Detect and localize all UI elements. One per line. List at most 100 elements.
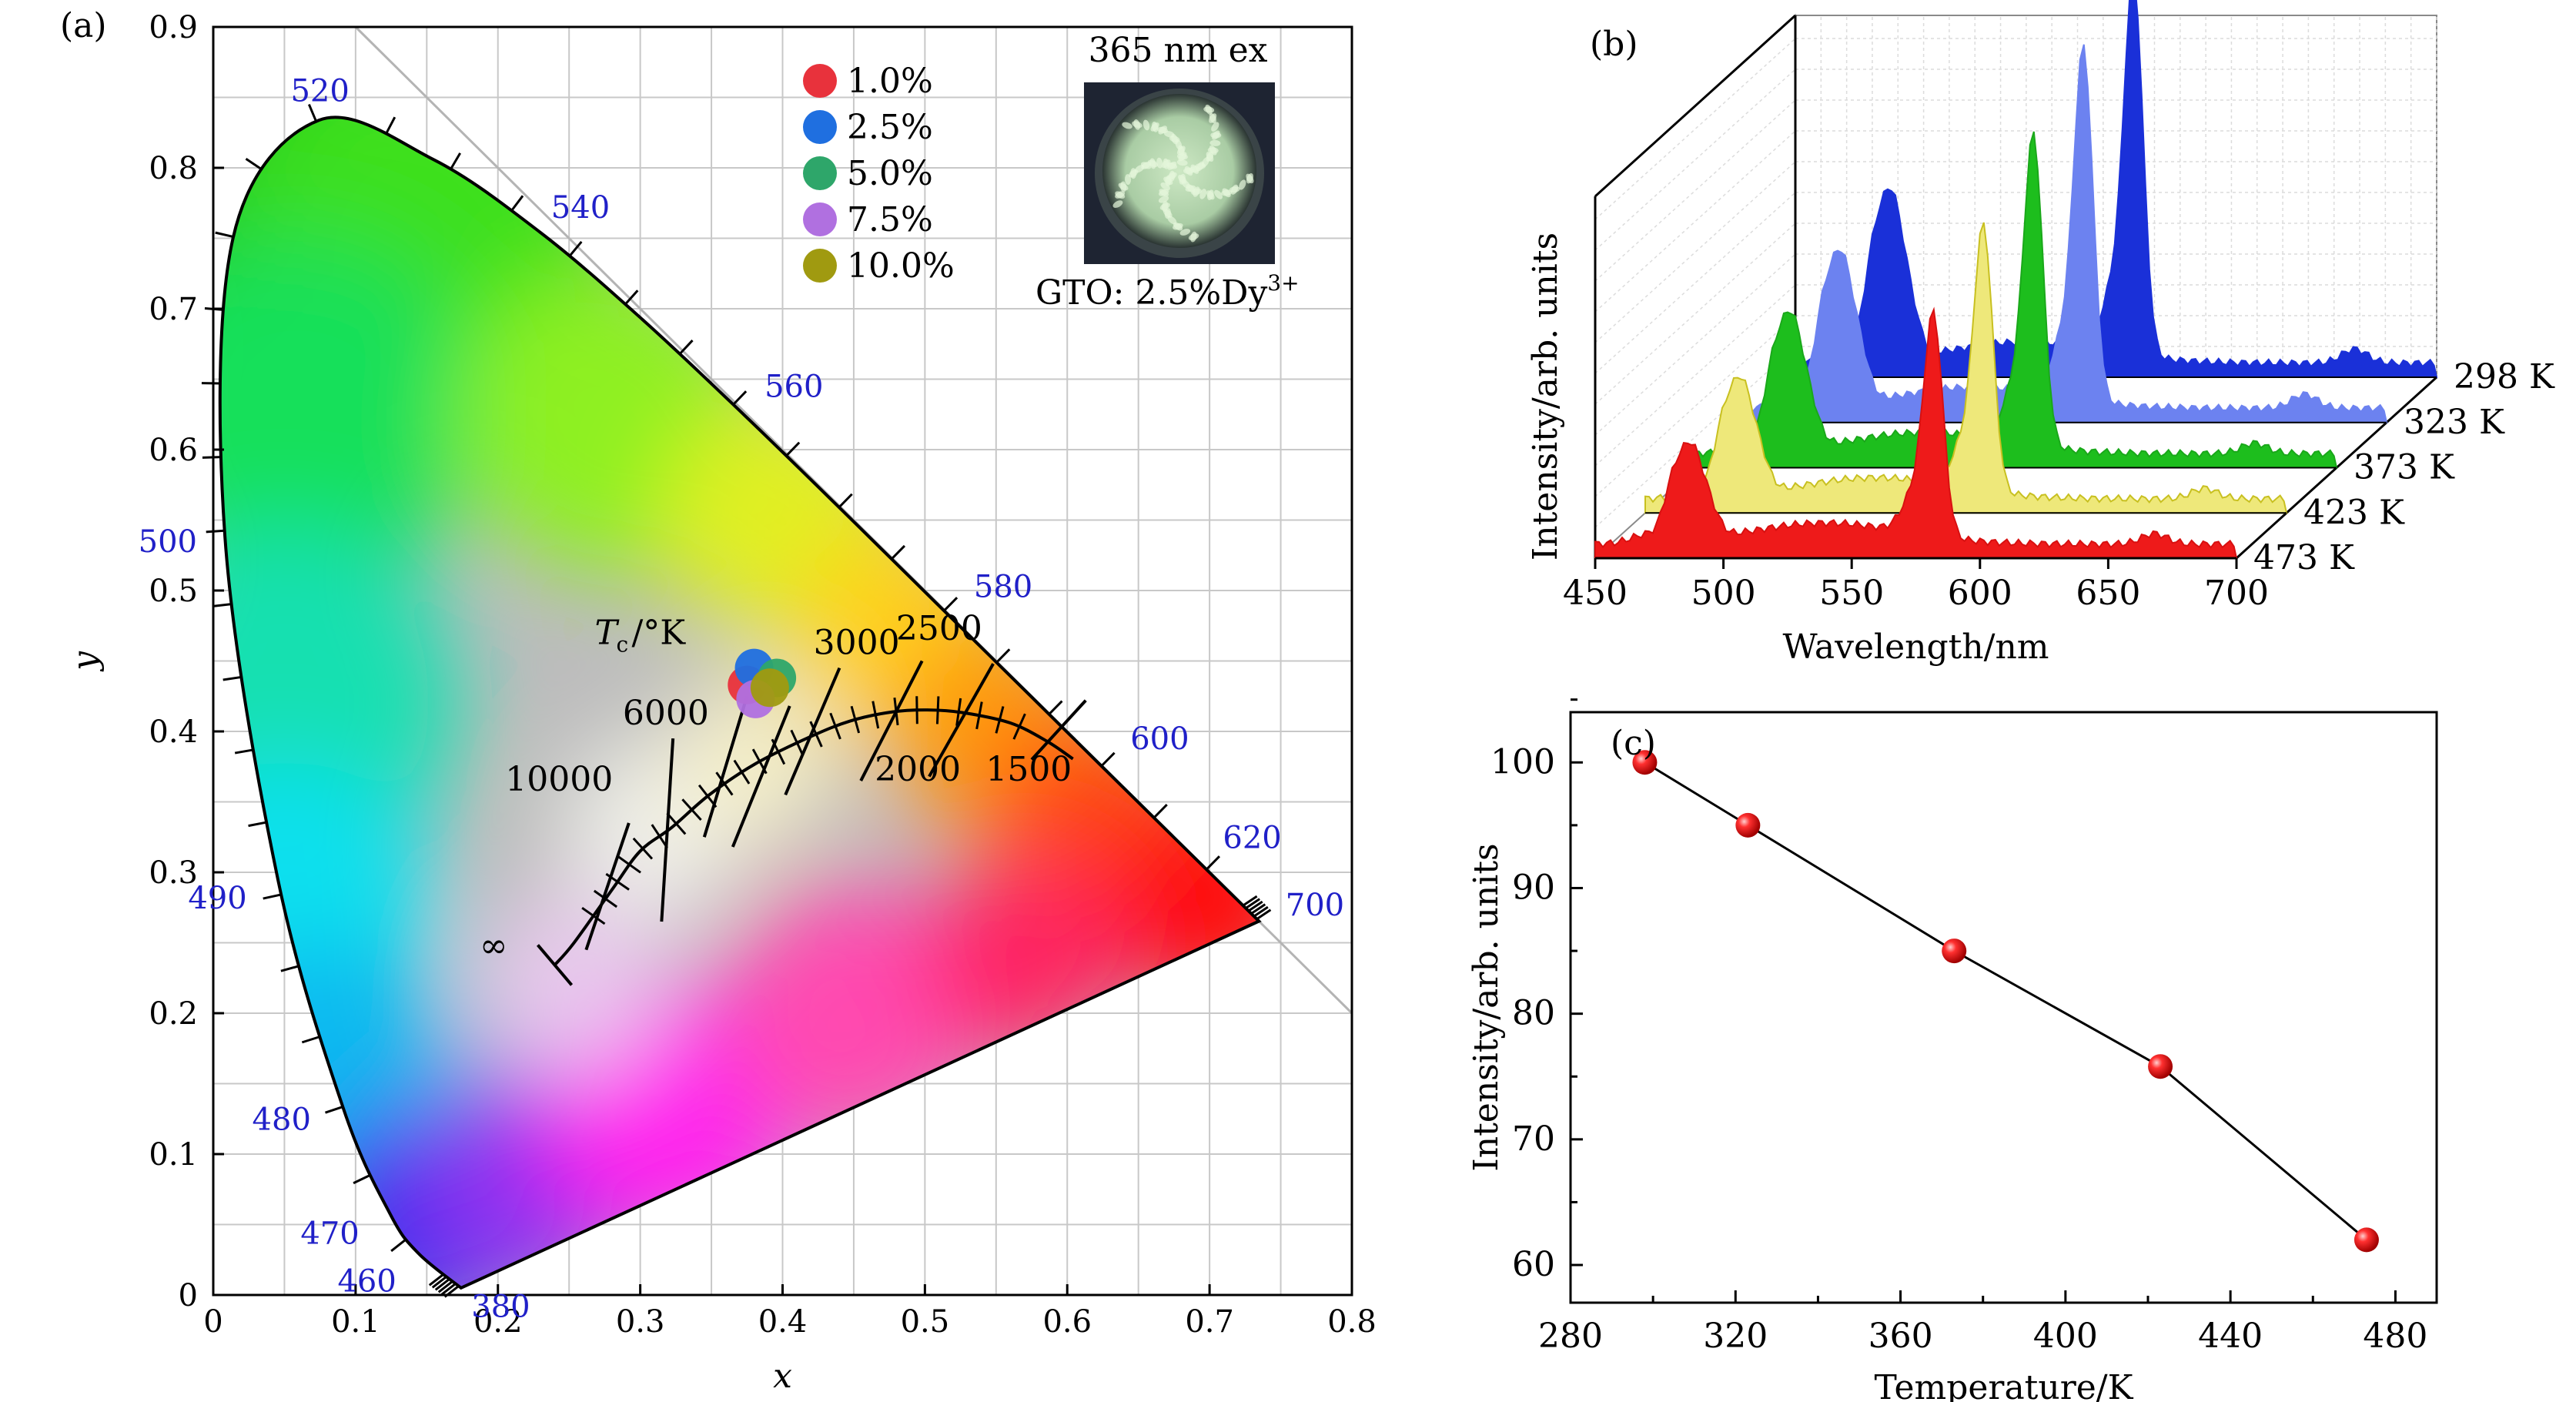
inset-photo-grain — [1222, 188, 1231, 198]
inset-photo-grain — [1149, 158, 1156, 169]
y-tick-label: 0.2 — [149, 996, 198, 1032]
inset-photo-grain — [1150, 122, 1159, 132]
side-grid-line — [1594, 38, 1796, 220]
legend-marker — [803, 110, 837, 144]
legend-label: 2.5% — [847, 108, 933, 147]
tc-label-sub: c — [616, 632, 628, 658]
inset-photo-grain — [1176, 159, 1188, 166]
side-grid-line — [1594, 284, 1796, 467]
inset-photo-grain — [1206, 189, 1214, 200]
y-tick-label: 0.6 — [149, 433, 198, 468]
side-grid-line — [1594, 192, 1796, 374]
inset-photo-grain — [1211, 122, 1219, 132]
locus-tick — [248, 821, 267, 828]
inset-photo-grain — [1229, 186, 1240, 193]
side-grid-line — [1594, 69, 1796, 251]
inset-caption-main: GTO: 2.5%Dy — [1035, 273, 1267, 313]
panel-a-cie-diagram: 0 0.1 0.2 0.3 0.4 0.5 0.6 0.7 0.8 0 0.1 0.2 0.3 0.4 0.… — [60, 6, 1377, 1396]
wavelength-label: 520 — [290, 73, 349, 109]
inset-photo-grain — [1161, 159, 1171, 169]
panel-a-planckian-locus — [536, 660, 1087, 986]
y-axis-label-b: Intensity/arb. units — [1526, 233, 1565, 560]
x-axis-label-b: Wavelength/nm — [1782, 627, 2049, 667]
planck-tick — [850, 705, 861, 734]
y-tick-label: 0.5 — [149, 574, 198, 609]
side-grid-line — [1594, 346, 1796, 528]
inset-photo-grain — [1167, 216, 1177, 225]
locus-tick — [732, 390, 748, 406]
locus-tick-end — [1245, 898, 1261, 909]
locus-tick — [1153, 803, 1168, 819]
panel-a-spectral-locus — [201, 103, 1272, 1298]
x-tick-label: 0.1 — [331, 1304, 380, 1340]
locus-tick — [353, 1174, 371, 1185]
inset-photo-grain — [1209, 113, 1217, 123]
locus-tick-end — [1250, 903, 1266, 915]
y-tick-label-c: 100 — [1490, 742, 1555, 781]
inset-photo-grain — [1159, 202, 1170, 210]
planck-tick — [605, 872, 630, 891]
legend-marker — [803, 156, 837, 190]
inset-photo-grain — [1176, 146, 1186, 156]
inset-photo-grain — [1128, 169, 1139, 178]
x-tick-label-c: 360 — [1868, 1317, 1933, 1356]
y-tick-label: 0.9 — [149, 10, 198, 45]
planck-tick — [771, 738, 786, 765]
planck-tick — [666, 812, 687, 835]
sample-point — [750, 668, 789, 708]
locus-tick — [222, 675, 242, 681]
y-axis-label: y — [65, 651, 105, 672]
inset-photo-grain — [1179, 229, 1191, 236]
locus-tick — [307, 103, 318, 122]
legend-marker — [803, 64, 837, 98]
cct-label: 1500 — [985, 750, 1072, 789]
inset-photo-grain — [1188, 233, 1199, 241]
panel-a-legend: 1.0% 2.5% 5.0% 7.5% 10.0% — [803, 62, 955, 286]
inset-caption: GTO: 2.5%Dy3+ — [1035, 270, 1300, 313]
locus-tick — [234, 748, 254, 755]
locus-tick — [891, 544, 906, 560]
y-tick-label: 0.4 — [149, 714, 198, 750]
locus-tick — [568, 240, 583, 257]
data-point-c — [1632, 750, 1658, 775]
spectrum-4 — [1594, 306, 2238, 559]
legend-label: 7.5% — [847, 200, 933, 239]
locus-tick — [263, 893, 282, 900]
y-tick-label-c: 70 — [1512, 1119, 1555, 1159]
data-point-c — [2148, 1054, 2173, 1079]
cct-label: 10000 — [505, 760, 613, 799]
wavelength-label: 540 — [551, 190, 610, 226]
inset-photo-grain — [1112, 200, 1123, 208]
locus-tick-end — [434, 1278, 450, 1291]
panel-a-data-points — [728, 648, 797, 718]
y-tick-label-c: 80 — [1512, 994, 1555, 1033]
planck-tick — [955, 698, 962, 726]
panel-label-a: (a) — [60, 6, 107, 45]
locus-tick — [206, 529, 225, 534]
spectrum-label: 373 K — [2354, 448, 2455, 487]
side-grid-line — [1594, 315, 1796, 497]
x-tick-label-b: 600 — [1948, 574, 2012, 613]
x-tick-label-c: 480 — [2363, 1317, 2427, 1356]
isotemperature-line — [859, 660, 924, 781]
planck-tick — [581, 906, 606, 925]
y-axis-label-c: Intensity/arb. units — [1467, 843, 1506, 1171]
planck-tick — [632, 837, 654, 860]
inset-photo-grain — [1205, 104, 1213, 115]
x-tick-label-c: 440 — [2198, 1317, 2263, 1356]
panel-label-b: (b) — [1590, 25, 1638, 64]
inset-photo-grain — [1157, 126, 1168, 134]
wavelength-label: 580 — [974, 570, 1032, 605]
x-tick-label-c: 320 — [1703, 1317, 1768, 1356]
locus-tick — [390, 1238, 406, 1253]
y-tick-label-c: 60 — [1512, 1245, 1555, 1284]
locus-tick — [1048, 700, 1063, 715]
data-point-c — [1942, 939, 1967, 964]
planck-tick — [829, 712, 841, 740]
inset-photo-grain — [1190, 164, 1199, 174]
x-axis-label-c: Temperature/K — [1875, 1368, 2134, 1402]
inset-photo-grain — [1186, 184, 1196, 193]
planck-tick — [935, 696, 940, 724]
